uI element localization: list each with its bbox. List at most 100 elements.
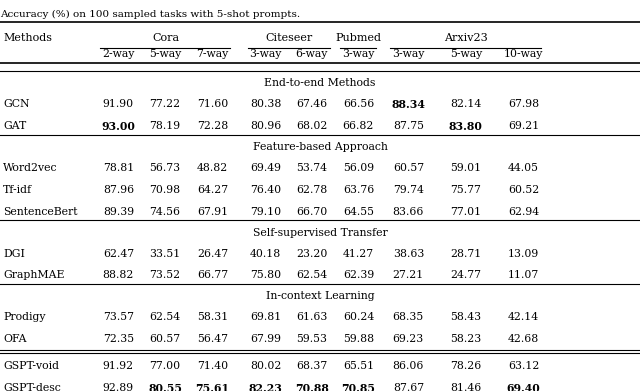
- Text: 69.81: 69.81: [250, 312, 281, 323]
- Text: OFA: OFA: [3, 334, 27, 344]
- Text: 87.96: 87.96: [103, 185, 134, 195]
- Text: 56.09: 56.09: [343, 163, 374, 173]
- Text: 80.38: 80.38: [250, 99, 282, 109]
- Text: 60.52: 60.52: [508, 185, 539, 195]
- Text: DGI: DGI: [3, 249, 25, 259]
- Text: End-to-end Methods: End-to-end Methods: [264, 78, 376, 88]
- Text: 88.34: 88.34: [392, 99, 425, 110]
- Text: SentenceBert: SentenceBert: [3, 207, 77, 217]
- Text: 62.78: 62.78: [296, 185, 327, 195]
- Text: 74.56: 74.56: [150, 207, 180, 217]
- Text: 5-way: 5-way: [450, 49, 482, 59]
- Text: 80.55: 80.55: [148, 382, 182, 391]
- Text: 65.51: 65.51: [343, 361, 374, 371]
- Text: Prodigy: Prodigy: [3, 312, 45, 323]
- Text: 62.39: 62.39: [343, 271, 374, 280]
- Text: 60.24: 60.24: [343, 312, 374, 323]
- Text: GSPT-desc: GSPT-desc: [3, 383, 61, 391]
- Text: Self-supervised Transfer: Self-supervised Transfer: [253, 228, 387, 238]
- Text: 79.10: 79.10: [250, 207, 281, 217]
- Text: 75.77: 75.77: [451, 185, 481, 195]
- Text: 61.63: 61.63: [296, 312, 328, 323]
- Text: Tf-idf: Tf-idf: [3, 185, 33, 195]
- Text: 76.40: 76.40: [250, 185, 281, 195]
- Text: 73.52: 73.52: [150, 271, 180, 280]
- Text: 66.70: 66.70: [296, 207, 327, 217]
- Text: 78.81: 78.81: [103, 163, 134, 173]
- Text: 24.77: 24.77: [451, 271, 481, 280]
- Text: 89.39: 89.39: [103, 207, 134, 217]
- Text: 68.02: 68.02: [296, 121, 328, 131]
- Text: GSPT-void: GSPT-void: [3, 361, 60, 371]
- Text: 83.80: 83.80: [449, 120, 483, 132]
- Text: 69.21: 69.21: [508, 121, 539, 131]
- Text: GCN: GCN: [3, 99, 29, 109]
- Text: 63.12: 63.12: [508, 361, 540, 371]
- Text: 70.85: 70.85: [341, 382, 376, 391]
- Text: 62.47: 62.47: [103, 249, 134, 259]
- Text: 79.74: 79.74: [393, 185, 424, 195]
- Text: 82.23: 82.23: [249, 382, 282, 391]
- Text: 3-way: 3-way: [342, 49, 374, 59]
- Text: 6-way: 6-way: [296, 49, 328, 59]
- Text: 81.46: 81.46: [451, 383, 481, 391]
- Text: 83.66: 83.66: [392, 207, 424, 217]
- Text: 73.57: 73.57: [103, 312, 134, 323]
- Text: Accuracy (%) on 100 sampled tasks with 5-shot prompts.: Accuracy (%) on 100 sampled tasks with 5…: [0, 9, 300, 18]
- Text: 72.35: 72.35: [103, 334, 134, 344]
- Text: 13.09: 13.09: [508, 249, 539, 259]
- Text: 82.14: 82.14: [451, 99, 481, 109]
- Text: 44.05: 44.05: [508, 163, 539, 173]
- Text: 68.37: 68.37: [296, 361, 327, 371]
- Text: 60.57: 60.57: [393, 163, 424, 173]
- Text: 33.51: 33.51: [150, 249, 180, 259]
- Text: 77.01: 77.01: [451, 207, 481, 217]
- Text: Feature-based Approach: Feature-based Approach: [253, 142, 387, 152]
- Text: 60.57: 60.57: [150, 334, 180, 344]
- Text: 70.98: 70.98: [150, 185, 180, 195]
- Text: 42.68: 42.68: [508, 334, 539, 344]
- Text: 3-way: 3-way: [250, 49, 282, 59]
- Text: 23.20: 23.20: [296, 249, 328, 259]
- Text: 3-way: 3-way: [392, 49, 424, 59]
- Text: 67.91: 67.91: [197, 207, 228, 217]
- Text: 27.21: 27.21: [393, 271, 424, 280]
- Text: 75.80: 75.80: [250, 271, 281, 280]
- Text: 56.47: 56.47: [197, 334, 228, 344]
- Text: 38.63: 38.63: [392, 249, 424, 259]
- Text: 48.82: 48.82: [197, 163, 228, 173]
- Text: 42.14: 42.14: [508, 312, 539, 323]
- Text: 66.82: 66.82: [342, 121, 374, 131]
- Text: 77.22: 77.22: [150, 99, 180, 109]
- Text: 59.53: 59.53: [296, 334, 327, 344]
- Text: 28.71: 28.71: [451, 249, 481, 259]
- Text: GraphMAE: GraphMAE: [3, 271, 65, 280]
- Text: 78.26: 78.26: [451, 361, 481, 371]
- Text: 58.23: 58.23: [451, 334, 481, 344]
- Text: 91.92: 91.92: [103, 361, 134, 371]
- Text: 91.90: 91.90: [103, 99, 134, 109]
- Text: Citeseer: Citeseer: [265, 32, 312, 43]
- Text: 70.88: 70.88: [295, 382, 328, 391]
- Text: 58.43: 58.43: [451, 312, 481, 323]
- Text: Pubmed: Pubmed: [335, 32, 381, 43]
- Text: 66.77: 66.77: [197, 271, 228, 280]
- Text: 58.31: 58.31: [197, 312, 228, 323]
- Text: GAT: GAT: [3, 121, 26, 131]
- Text: 80.96: 80.96: [250, 121, 281, 131]
- Text: 64.27: 64.27: [197, 185, 228, 195]
- Text: 26.47: 26.47: [197, 249, 228, 259]
- Text: 40.18: 40.18: [250, 249, 281, 259]
- Text: In-context Learning: In-context Learning: [266, 291, 374, 301]
- Text: 69.49: 69.49: [250, 163, 281, 173]
- Text: 71.60: 71.60: [197, 99, 228, 109]
- Text: 69.23: 69.23: [393, 334, 424, 344]
- Text: 87.67: 87.67: [393, 383, 424, 391]
- Text: 67.99: 67.99: [250, 334, 281, 344]
- Text: 53.74: 53.74: [296, 163, 327, 173]
- Text: 64.55: 64.55: [343, 207, 374, 217]
- Text: 77.00: 77.00: [150, 361, 180, 371]
- Text: 62.94: 62.94: [508, 207, 539, 217]
- Text: 88.82: 88.82: [102, 271, 134, 280]
- Text: 62.54: 62.54: [296, 271, 327, 280]
